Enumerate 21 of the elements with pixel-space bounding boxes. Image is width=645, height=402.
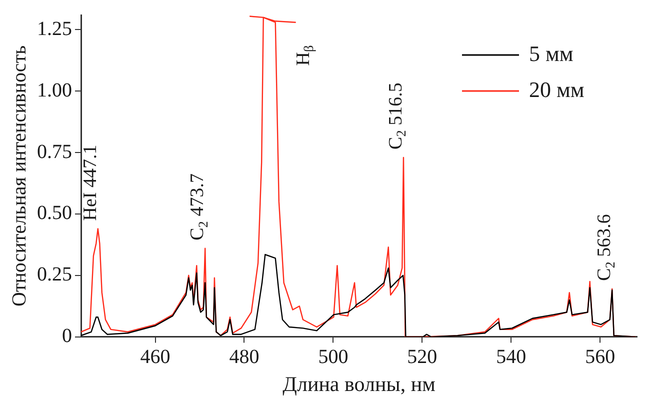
x-tick-label: 480 — [229, 346, 260, 368]
x-tick-label: 560 — [585, 346, 616, 368]
x-tick-label: 520 — [407, 346, 438, 368]
y-tick-label: 1.00 — [37, 79, 72, 102]
y-tick-label: 0.75 — [37, 140, 72, 163]
x-tick-label: 540 — [496, 346, 526, 368]
y-tick-label: 0 — [62, 325, 72, 348]
x-tick-label: 500 — [318, 346, 348, 368]
annotation: C2 473.7 — [187, 174, 210, 240]
annotation: HeI 447.1 — [80, 144, 101, 221]
y-tick-label: 1.25 — [37, 18, 72, 40]
annotation: C2 516.5 — [385, 82, 409, 150]
annotation: Hβ — [292, 45, 316, 66]
x-axis-title: Длина волны, нм — [282, 372, 436, 396]
x-tick-label: 460 — [140, 346, 170, 368]
legend-label: 20 мм — [529, 76, 584, 102]
y-tick-label: 0.25 — [37, 264, 72, 286]
legend-label: 5 мм — [529, 40, 574, 66]
y-tick-label: 0.50 — [37, 202, 72, 224]
annotation: C2 563.6 — [594, 214, 618, 281]
y-axis-title: Относительная интенсивность — [8, 45, 30, 306]
